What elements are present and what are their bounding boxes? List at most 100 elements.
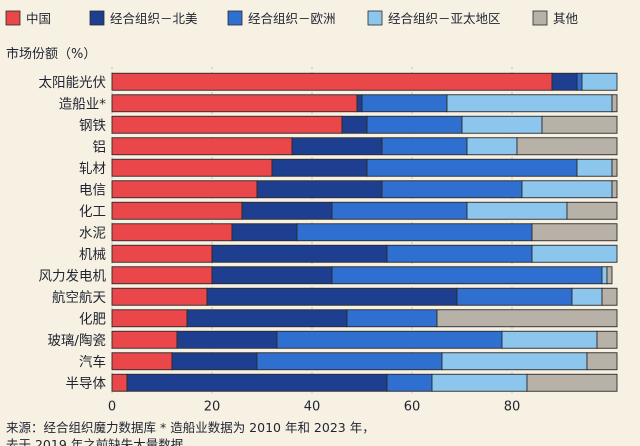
bar-segment [601, 266, 608, 285]
bar-segment [461, 115, 543, 134]
bar-segment [431, 373, 528, 392]
bar-segment [256, 352, 443, 371]
legend-swatch [367, 10, 383, 26]
bar-segment [501, 330, 598, 349]
bar-segment [531, 223, 618, 242]
bar-segment [576, 158, 613, 177]
bars [111, 72, 618, 392]
bar-segment [111, 244, 213, 263]
bar-segment [386, 244, 533, 263]
x-tick-label: 20 [204, 400, 221, 415]
category-label: 太阳能光伏 [39, 75, 107, 91]
bar-segment [111, 373, 128, 392]
bar-segment [111, 223, 233, 242]
bar-segment [601, 287, 618, 306]
bar-segment [241, 201, 333, 220]
bar-segment [126, 373, 388, 392]
bar-segment [271, 158, 368, 177]
bar-segment [211, 266, 333, 285]
bar-segment [526, 373, 618, 392]
bar-segment [111, 352, 173, 371]
bar-segment [111, 94, 358, 113]
bar-segment [611, 158, 618, 177]
category-label: 汽车 [79, 353, 106, 370]
bar-segment [586, 352, 618, 371]
bar-segment [456, 287, 573, 306]
bar-segment [356, 94, 363, 113]
bar-segment [531, 244, 618, 263]
bar-segment [446, 94, 613, 113]
bar-segment [276, 330, 503, 349]
bar-segment [171, 352, 258, 371]
category-label: 电信 [79, 182, 106, 198]
bar-segment [111, 201, 243, 220]
bar-segment [576, 72, 583, 91]
bar-segment [466, 201, 568, 220]
bar-segment [331, 201, 468, 220]
bar-segment [516, 137, 618, 156]
bar-segment [256, 180, 383, 199]
category-label: 机械 [79, 247, 106, 263]
bar-segment [361, 94, 448, 113]
x-tick-label: 0 [108, 400, 116, 415]
legend-swatch [227, 10, 243, 26]
bar-segment [111, 309, 188, 328]
bar-segment [381, 137, 468, 156]
bar-segment [466, 137, 518, 156]
legend-label: 经合组织－亚太地区 [388, 11, 501, 26]
bar-segment [186, 309, 348, 328]
bar-segment [386, 373, 433, 392]
bar-segment [611, 180, 618, 199]
category-label: 风力发电机 [39, 268, 107, 284]
legend: 中国 经合组织－北美 经合组织－欧洲 经合组织－亚太地区 其他 [5, 10, 579, 26]
x-tick-labels: 0 20 40 60 80 [108, 400, 520, 415]
x-tick-label: 60 [404, 400, 421, 415]
bar-segment [341, 115, 368, 134]
legend-swatch [89, 10, 105, 26]
category-label: 铝 [93, 139, 107, 155]
bar-segment [111, 266, 213, 285]
x-tick-label: 40 [304, 400, 321, 415]
bar-segment [111, 115, 343, 134]
bar-segment [231, 223, 298, 242]
bar-segment [581, 72, 618, 91]
bar-segment [381, 180, 523, 199]
bar-segment [566, 201, 618, 220]
bar-segment [331, 266, 603, 285]
source-note-line1: 来源：经合组织魔力数据库 * 造船业数据为 2010 年和 2023 年， [6, 420, 375, 435]
category-label: 化工 [79, 204, 106, 220]
bar-segment [541, 115, 618, 134]
legend-label: 经合组织－北美 [110, 11, 198, 26]
bar-segment [111, 72, 553, 91]
bar-segment [441, 352, 588, 371]
bar-segment [291, 137, 383, 156]
bar-segment [571, 287, 603, 306]
category-label: 造船业* [59, 96, 106, 112]
bar-segment [521, 180, 613, 199]
bar-segment [111, 180, 258, 199]
category-label: 轧材 [79, 161, 106, 177]
bar-segment [211, 244, 388, 263]
bar-segment [596, 330, 618, 349]
source-note-line2: 去于 2019 年之前缺失大量数据。 [6, 437, 196, 446]
legend-swatch [532, 10, 548, 26]
bar-segment [606, 266, 613, 285]
bar-segment [176, 330, 278, 349]
y-axis-title: 市场份额（%） [6, 46, 96, 62]
bar-segment [111, 287, 208, 306]
legend-label: 其他 [553, 11, 579, 26]
bar-segment [366, 115, 463, 134]
bar-segment [111, 158, 273, 177]
category-label: 玻璃/陶瓷 [47, 332, 106, 349]
bar-segment [111, 137, 293, 156]
bar-segment [436, 309, 618, 328]
legend-label: 中国 [26, 11, 51, 26]
x-tick-label: 80 [504, 400, 521, 415]
bar-segment [206, 287, 458, 306]
bar-segment [551, 72, 578, 91]
legend-swatch [5, 10, 21, 26]
legend-label: 经合组织－欧洲 [248, 11, 336, 26]
category-label: 化肥 [79, 311, 106, 327]
